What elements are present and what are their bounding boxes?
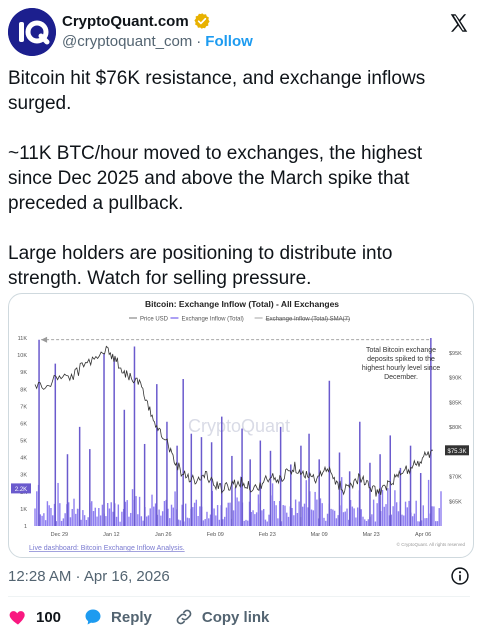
follow-button[interactable]: Follow [205, 33, 253, 50]
reply-bubble-icon [85, 609, 101, 625]
avatar[interactable] [8, 8, 56, 56]
name-row: CryptoQuant.com [62, 12, 211, 30]
price-line [34, 345, 433, 497]
reply-label: Reply [111, 608, 152, 626]
x-tick-label: Apr 06 [415, 532, 431, 538]
link-icon [176, 609, 192, 625]
verified-badge-icon [194, 13, 210, 29]
reply-button[interactable]: Reply [83, 607, 152, 627]
legend-entry-2: Exchange Inflow (Total) SMA(7) [266, 317, 350, 323]
tweet-header: CryptoQuant.com @cryptoquant_com · Follo… [8, 6, 470, 58]
y-left-tick-label: 7K [20, 404, 27, 410]
y-left-tick-label: 1 [24, 524, 27, 530]
y-left-tick-label: 4K [20, 456, 27, 462]
cryptoquant-logo-icon [8, 8, 56, 56]
action-bar: 100 Reply Copy link [8, 606, 291, 628]
right-axis-marker [445, 445, 469, 456]
y-left-tick-label: 11K [18, 336, 28, 342]
y-right-tick-label: $90K [449, 376, 462, 382]
x-tick-label: Jan 26 [155, 532, 172, 538]
divider [8, 596, 470, 597]
y-axis-left: 11K2K3K4K5K6K7K8K9K10K11K [17, 336, 27, 530]
x-logo-icon[interactable] [448, 12, 470, 34]
y-axis-right: $95K$90K$85K$80K$75K$70K$65K [449, 351, 462, 505]
chart-legend: Price USD Exchange Inflow (Total) Exchange… [129, 317, 350, 323]
y-right-tick-label: $95K [449, 351, 462, 357]
chart-watermark: CryptoQuant [188, 416, 290, 436]
info-icon[interactable] [450, 566, 470, 586]
y-left-tick-label: 6K [20, 421, 27, 427]
like-button[interactable]: 100 [8, 607, 61, 627]
like-count: 100 [36, 608, 62, 626]
tweet-text: Bitcoin hit $76K resistance, and exchang… [8, 68, 426, 289]
y-left-tick-label: 8K [20, 387, 27, 393]
annotation-line: highest hourly level since [362, 365, 440, 372]
heart-icon [9, 611, 25, 625]
x-axis: Dec 29 Jan 12 Jan 26 Feb 09 Feb 23 Mar 09 Mar … [51, 532, 432, 538]
y-left-tick-label: 3K [20, 473, 27, 479]
chart-title: Bitcoin: Exchange Inflow (Total) - All E… [145, 299, 339, 309]
y-left-tick-label: 5K [20, 439, 27, 445]
left-axis-marker [11, 483, 31, 494]
axis-markers: 2.2K $75.3K [11, 445, 469, 494]
y-right-tick-label: $70K [449, 475, 462, 481]
annotation-line: Total Bitcoin exchange [366, 347, 436, 354]
annotation-text: Total Bitcoin exchange deposits spiked to… [362, 347, 440, 381]
reference-arrow-icon [41, 336, 48, 343]
exchange-inflow-chart: Bitcoin: Exchange Inflow (Total) - All E… [11, 299, 469, 552]
y-right-tick-label: $80K [449, 425, 462, 431]
annotation-line: deposits spiked to the [367, 356, 435, 363]
left-axis-marker-label: 2.2K [15, 487, 27, 493]
dashboard-link[interactable]: Live dashboard: Bitcoin Exchange Inflow … [29, 545, 185, 552]
y-left-tick-label: 10K [17, 353, 27, 359]
chart-image[interactable]: Bitcoin: Exchange Inflow (Total) - All E… [8, 293, 474, 558]
x-tick-label: Feb 09 [207, 532, 224, 538]
y-left-tick-label: 9K [20, 370, 27, 376]
x-tick-label: Mar 23 [363, 532, 380, 538]
y-left-tick-label: 1K [20, 507, 27, 513]
y-right-tick-label: $85K [449, 400, 462, 406]
right-axis-marker-label: $75.3K [447, 449, 466, 455]
x-tick-label: Feb 23 [259, 532, 276, 538]
copy-link-label: Copy link [201, 608, 270, 626]
x-tick-label: Dec 29 [51, 532, 68, 538]
x-tick-label: Jan 12 [103, 532, 120, 538]
chart-annotation: Total Bitcoin exchange deposits spiked to… [362, 347, 440, 381]
copy-link-button[interactable]: Copy link [174, 607, 270, 627]
handle-row: @cryptoquant_com · Follow [62, 33, 253, 50]
display-name[interactable]: CryptoQuant.com [62, 12, 189, 30]
separator-dot: · [196, 33, 202, 50]
legend-entry-1: Exchange Inflow (Total) [181, 317, 243, 323]
chart-copyright: © CryptoQuant. All rights reserved [397, 541, 466, 547]
x-tick-label: Mar 09 [311, 532, 328, 538]
legend-entry-0: Price USD [140, 317, 169, 323]
handle[interactable]: @cryptoquant_com [62, 33, 193, 50]
y-right-tick-label: $65K [449, 499, 462, 505]
tweet-timestamp[interactable]: 12:28 AM · Apr 16, 2026 [8, 568, 170, 585]
inflow-bars [34, 338, 442, 526]
annotation-line: December. [384, 374, 418, 381]
